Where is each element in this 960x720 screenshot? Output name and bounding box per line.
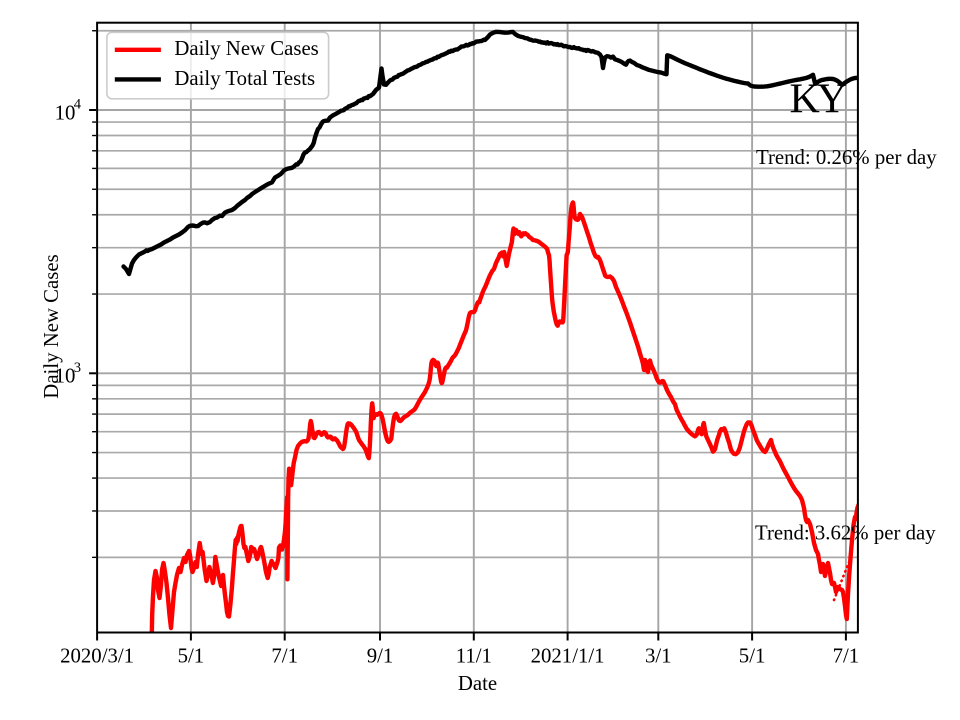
svg-text:3: 3 <box>74 360 81 376</box>
svg-text:7/1: 7/1 <box>833 644 860 667</box>
svg-text:2020/3/1: 2020/3/1 <box>60 644 134 667</box>
svg-text:Trend: 3.62% per day: Trend: 3.62% per day <box>755 522 936 545</box>
svg-text:5/1: 5/1 <box>739 644 766 667</box>
svg-text:4: 4 <box>74 97 82 113</box>
svg-text:2021/1/1: 2021/1/1 <box>531 644 605 667</box>
svg-text:Date: Date <box>458 672 497 695</box>
svg-text:KY: KY <box>790 77 847 123</box>
svg-text:9/1: 9/1 <box>367 644 394 667</box>
svg-text:Trend: 0.26% per day: Trend: 0.26% per day <box>756 146 937 169</box>
svg-text:Daily New Cases: Daily New Cases <box>40 254 63 398</box>
svg-text:Daily New Cases: Daily New Cases <box>174 37 318 60</box>
svg-text:7/1: 7/1 <box>271 644 298 667</box>
svg-text:11/1: 11/1 <box>456 644 492 667</box>
svg-text:10: 10 <box>55 365 76 388</box>
svg-text:3/1: 3/1 <box>645 644 672 667</box>
svg-text:5/1: 5/1 <box>178 644 205 667</box>
svg-text:10: 10 <box>55 101 76 124</box>
svg-text:Daily Total Tests: Daily Total Tests <box>174 67 315 90</box>
